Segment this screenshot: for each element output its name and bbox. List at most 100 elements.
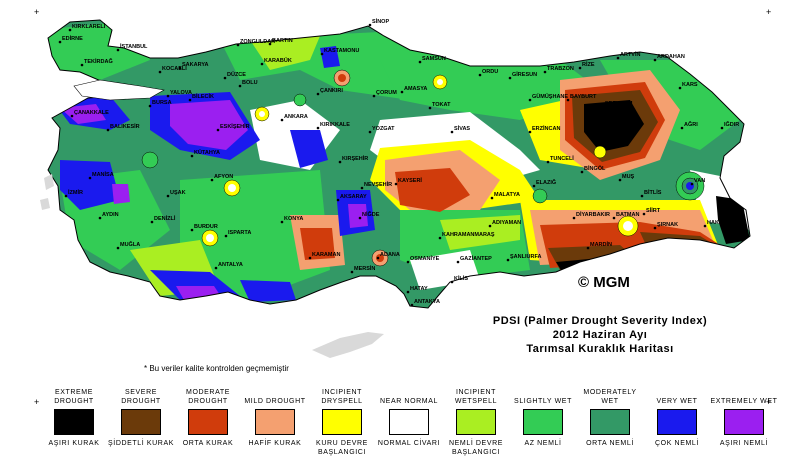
city-marker: KARAMAN [308,252,340,260]
city-dot [478,73,482,77]
legend-swatch [322,409,362,435]
city-dot [210,178,214,182]
city-marker: ADIYAMAN [488,220,521,228]
city-dot [490,196,494,200]
city-marker: KİLİS [450,275,468,284]
city-dot [148,104,152,108]
city-marker: KAHRAMANMARAŞ [438,232,495,240]
city-marker: IĞDIR [720,120,739,130]
city-dot [406,290,410,294]
city-label: AKSARAY [340,194,367,200]
city-marker: ÇANKIRI [316,88,343,96]
legend-swatch [724,409,764,435]
city-dot [224,234,228,238]
city-dot [680,126,684,130]
city-marker: ESKİŞEHİR [216,123,250,132]
legend: EXTREME DROUGHT AŞIRI KURAK SEVERE DROUGHT… [38,386,778,466]
city-dot [450,280,454,284]
city-marker: KIRKLARELİ [68,23,106,32]
city-dot [456,260,460,264]
city-label: ÇORUM [376,90,397,96]
city-label: SAMSUN [422,56,446,62]
city-dot [80,63,84,67]
city-label: BİTLİS [644,189,662,196]
city-marker: ÇORUM [372,90,397,98]
legend-swatch [121,409,161,435]
legend-label-tr: AZ NEMLİ [524,440,562,447]
city-marker: ARDAHAN [653,54,685,62]
city-label: ERZURUM [605,101,633,107]
city-dot [394,182,398,186]
city-marker: KOCAELİ [158,65,187,74]
city-label: ŞANLIURFA [510,254,542,260]
city-dot [358,216,362,220]
city-dot [640,194,644,198]
city-marker: BATMAN [612,212,639,220]
city-dot [400,90,404,94]
cyprus-island [312,332,384,358]
city-label: SİVAS [454,125,470,132]
city-label: BİLECİK [192,93,214,100]
legend-label-tr: ORTA KURAK [182,440,234,447]
city-marker: YALOVA [166,90,192,98]
city-marker: AMASYA [400,86,427,94]
city-label: VAN [694,178,705,184]
city-label: ARTVİN [620,51,641,58]
legend-label-en: EXTREMELY WET [710,398,778,405]
city-dot [376,256,380,260]
city-dot [190,228,194,232]
city-dot [488,224,492,228]
city-dot [316,126,320,130]
city-marker: SAKARYA [178,62,209,70]
city-marker: NEVŞEHİR [360,181,392,190]
legend-swatch [590,409,630,435]
city-label: SAKARYA [182,62,209,68]
city-label: KÜTAHYA [194,149,220,156]
city-label: BAYBURT [570,94,597,100]
city-marker: AFYON [210,174,233,182]
city-dot [350,270,354,274]
city-dot [88,176,92,180]
corner-mark-bottom-right: + [766,397,772,407]
city-dot [268,42,272,46]
city-marker: BİTLİS [640,189,662,198]
city-dot [720,126,724,130]
city-marker: SİVAS [450,125,470,134]
legend-item: INCIPIENT WETSPELL NEMLİ DEVRE BAŞLANGICI [440,386,512,459]
city-dot [690,182,694,186]
city-dot [280,118,284,122]
city-label: MARDİN [590,241,612,248]
city-marker: GİRESUN [508,71,537,80]
city-dot [450,130,454,134]
city-label: ADANA [380,252,400,258]
city-label: YOZGAT [372,126,395,132]
city-dot [106,128,110,132]
city-label: BARTIN [272,38,293,44]
city-marker: ÇANAKKALE [70,110,109,118]
copyright-label: © MGM [578,274,630,291]
title-line-2: 2012 Haziran Ayı [552,329,648,341]
city-dot [188,98,192,102]
city-label: ÇANKIRI [320,88,343,94]
city-label: KARABÜK [264,57,292,64]
city-label: KIRŞEHİR [342,155,368,162]
legend-item: EXTREME DROUGHT AŞIRI KURAK [38,386,110,459]
city-marker: KIRIKKALE [316,122,350,130]
city-marker: MALATYA [490,192,520,200]
city-marker: SAMSUN [418,56,446,64]
city-label: TRABZON [547,66,574,72]
city-dot [372,94,376,98]
quality-note: * Bu veriler kalite kontrolden geçmemişt… [144,364,289,373]
legend-label-tr: ÇOK NEMLİ [655,440,699,447]
city-marker: HATAY [406,286,428,294]
city-label: GİRESUN [512,71,537,78]
city-dot [580,170,584,174]
city-dot [223,76,227,80]
legend-label-en: SEVERE DROUGHT [121,389,161,405]
city-dot [438,236,442,240]
city-marker: TOKAT [428,102,451,110]
legend-label-tr: NEMLİ DEVRE BAŞLANGICI [448,440,504,456]
legend-swatch [523,409,563,435]
corner-mark-top-right: + [766,7,772,17]
city-dot [236,43,240,47]
